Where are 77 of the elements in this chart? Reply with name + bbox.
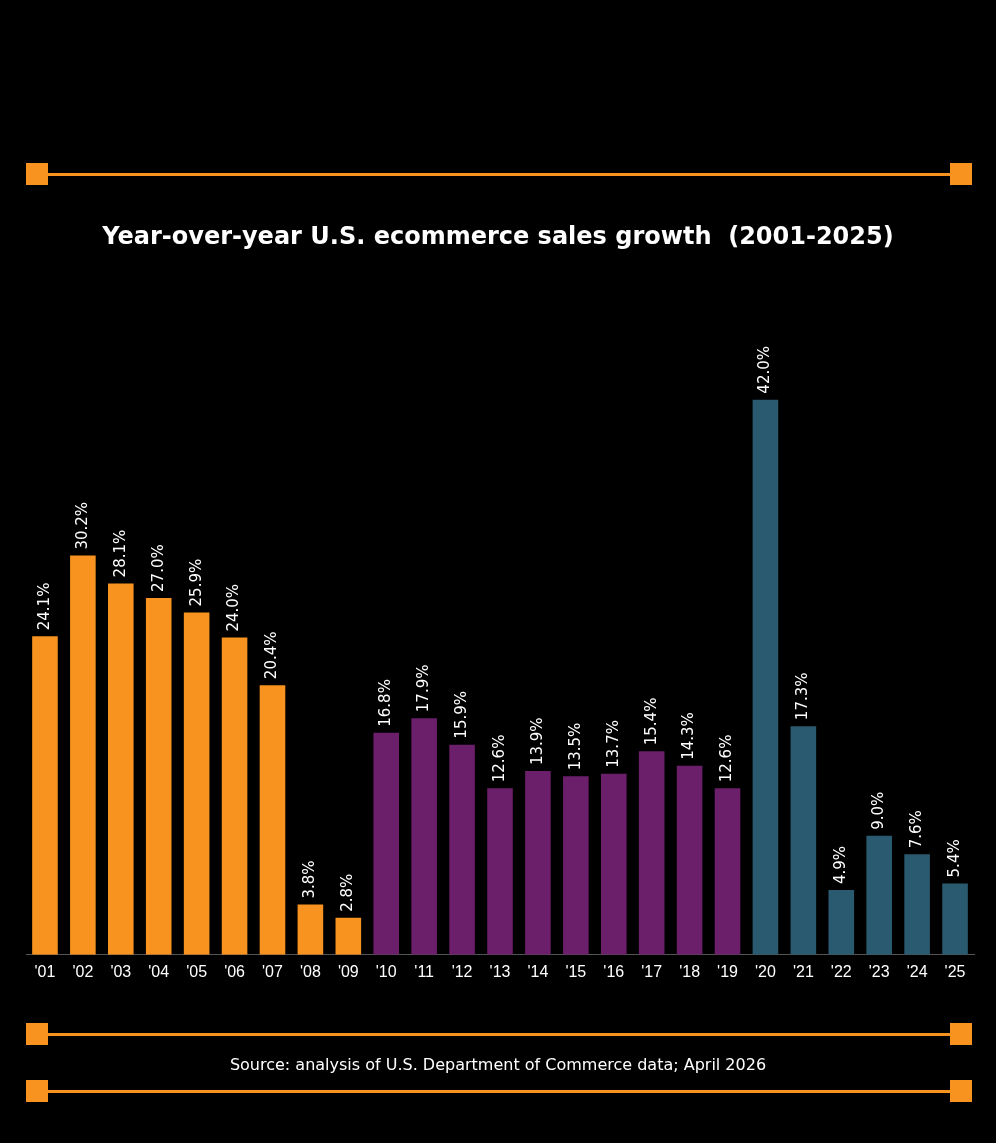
bar <box>866 835 892 955</box>
bar <box>600 773 627 955</box>
x-tick-label: '01 <box>34 962 56 980</box>
x-tick-label: '15 <box>565 962 587 980</box>
data-label: 20.4% <box>262 631 281 680</box>
data-label: 3.8% <box>300 860 319 899</box>
data-label: 27.0% <box>148 544 167 592</box>
data-label: 12.6% <box>717 734 736 783</box>
bar <box>70 555 96 955</box>
x-tick-label: '06 <box>224 962 246 980</box>
data-label: 14.3% <box>679 712 698 760</box>
bar <box>904 854 930 955</box>
data-label: 16.8% <box>376 679 395 727</box>
bar <box>828 890 855 955</box>
x-tick-label: '02 <box>72 962 94 980</box>
bar <box>411 718 437 955</box>
data-label: 9.0% <box>869 791 888 830</box>
data-label: 15.4% <box>641 697 660 746</box>
data-label: 17.3% <box>793 672 812 721</box>
x-tick-label: '21 <box>792 962 814 980</box>
x-tick-label: '17 <box>641 962 663 980</box>
bar <box>108 583 134 955</box>
data-label: 17.9% <box>414 664 433 713</box>
x-tick-label: '14 <box>527 962 549 980</box>
data-label: 2.8% <box>338 873 357 912</box>
bar <box>32 636 58 955</box>
x-tick-label: '19 <box>717 962 739 980</box>
x-tick-label: '09 <box>337 962 359 980</box>
chart-title: Year-over-year U.S. ecommerce sales growth (2001-2025) <box>101 222 895 250</box>
x-tick-label: '23 <box>868 962 890 980</box>
bar <box>297 904 324 955</box>
data-label: 24.0% <box>224 583 243 632</box>
data-label: 24.1% <box>34 582 53 631</box>
x-tick-label: '12 <box>451 962 473 980</box>
x-tick-label: '24 <box>906 962 928 980</box>
bar <box>790 726 817 955</box>
x-tick-label: '22 <box>830 962 852 980</box>
bar <box>221 637 248 955</box>
x-tick-label: '11 <box>414 962 435 980</box>
bar <box>942 883 968 955</box>
data-label: 7.6% <box>907 810 926 849</box>
data-label: 25.9% <box>186 558 205 607</box>
bar <box>525 771 551 955</box>
bar <box>449 744 475 955</box>
data-label: 30.2% <box>72 501 91 550</box>
bar <box>638 751 665 955</box>
source-note: Source: analysis of U.S. Department of Commerce data; April 2026 <box>228 1055 768 1074</box>
bar <box>714 788 741 955</box>
x-tick-label: '16 <box>603 962 625 980</box>
bar <box>259 685 286 955</box>
bar <box>335 917 362 955</box>
bar <box>676 765 703 955</box>
bar <box>563 776 589 955</box>
x-tick-label: '05 <box>186 962 208 980</box>
data-label: 4.9% <box>831 845 850 885</box>
data-label: 12.6% <box>489 734 508 783</box>
data-label: 5.4% <box>944 839 963 878</box>
bar <box>373 732 400 955</box>
x-tick-label: '18 <box>679 962 701 980</box>
data-label: 13.9% <box>527 717 546 766</box>
x-tick-label: '20 <box>755 962 776 980</box>
x-tick-label: '03 <box>110 962 132 980</box>
data-label: 13.7% <box>603 720 622 768</box>
x-tick-label: '13 <box>489 962 511 980</box>
x-tick-label: '25 <box>944 962 966 980</box>
data-label: 42.0% <box>755 346 774 394</box>
x-tick-label: '07 <box>262 962 283 980</box>
data-label: 15.9% <box>451 690 470 739</box>
bar <box>145 597 172 955</box>
x-tick-label: '10 <box>375 962 397 980</box>
x-tick-label: '04 <box>148 962 170 980</box>
bar <box>752 399 779 955</box>
bar <box>183 612 210 955</box>
bar <box>487 788 513 955</box>
x-tick-label: '08 <box>299 962 321 980</box>
data-label: 28.1% <box>110 529 129 578</box>
data-label: 13.5% <box>565 722 584 771</box>
